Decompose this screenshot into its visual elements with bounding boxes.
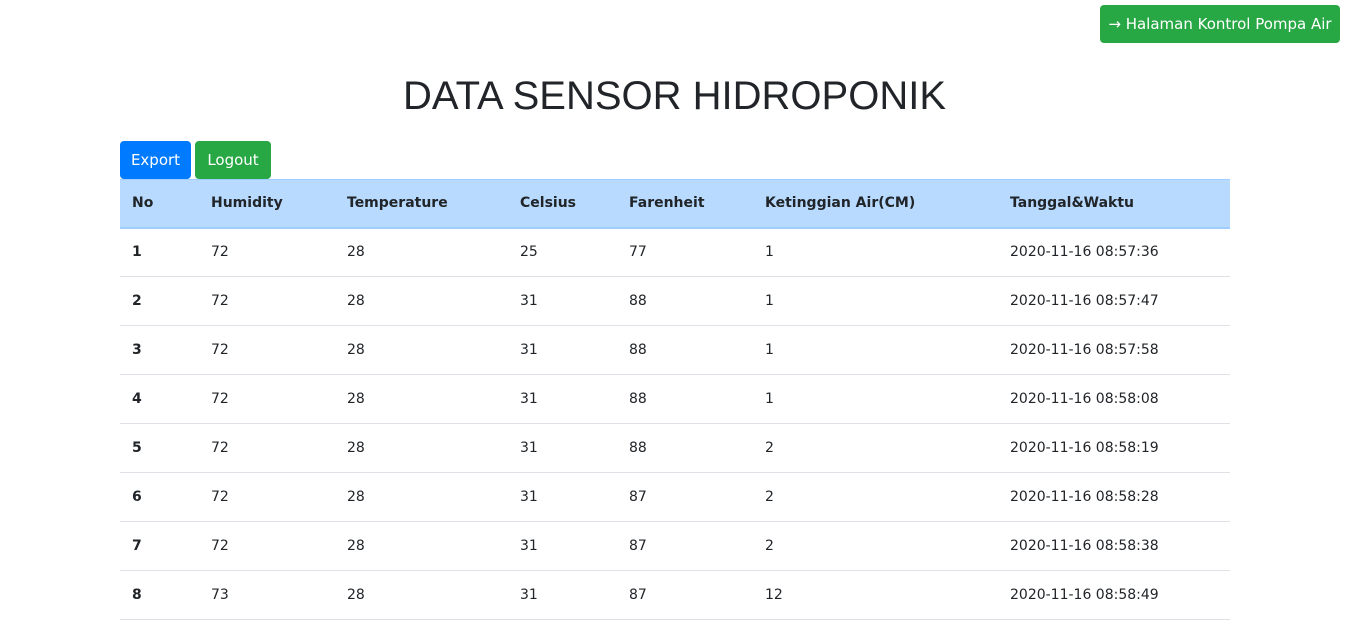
table-header-row: No Humidity Temperature Celsius Farenhei… bbox=[120, 179, 1230, 229]
cell-datetime: 2020-11-16 08:58:08 bbox=[998, 374, 1230, 424]
cell-farenheit: 88 bbox=[617, 325, 753, 375]
table-body: 1 72 28 25 77 1 2020-11-16 08:57:36 2 72… bbox=[120, 227, 1230, 620]
cell-humidity: 72 bbox=[199, 276, 335, 326]
table-row: 1 72 28 25 77 1 2020-11-16 08:57:36 bbox=[120, 227, 1230, 277]
table-row: 4 72 28 31 88 1 2020-11-16 08:58:08 bbox=[120, 374, 1230, 424]
cell-water-level: 2 bbox=[753, 423, 998, 473]
cell-temperature: 28 bbox=[335, 276, 508, 326]
cell-temperature: 28 bbox=[335, 423, 508, 473]
cell-humidity: 72 bbox=[199, 374, 335, 424]
cell-farenheit: 88 bbox=[617, 276, 753, 326]
cell-celsius: 31 bbox=[508, 276, 617, 326]
sensor-data-table: No Humidity Temperature Celsius Farenhei… bbox=[120, 179, 1230, 620]
cell-farenheit: 77 bbox=[617, 227, 753, 277]
cell-water-level: 2 bbox=[753, 521, 998, 571]
cell-water-level: 2 bbox=[753, 472, 998, 522]
cell-celsius: 31 bbox=[508, 325, 617, 375]
column-header-no: No bbox=[120, 179, 199, 229]
cell-farenheit: 88 bbox=[617, 374, 753, 424]
logout-button[interactable]: Logout bbox=[195, 141, 271, 179]
cell-celsius: 31 bbox=[508, 570, 617, 620]
page-title: DATA SENSOR HIDROPONIK bbox=[402, 74, 947, 118]
cell-no: 4 bbox=[120, 374, 199, 424]
cell-celsius: 31 bbox=[508, 374, 617, 424]
cell-datetime: 2020-11-16 08:58:38 bbox=[998, 521, 1230, 571]
cell-datetime: 2020-11-16 08:58:49 bbox=[998, 570, 1230, 620]
cell-celsius: 31 bbox=[508, 423, 617, 473]
cell-temperature: 28 bbox=[335, 472, 508, 522]
cell-no: 1 bbox=[120, 227, 199, 277]
cell-celsius: 31 bbox=[508, 472, 617, 522]
cell-humidity: 72 bbox=[199, 227, 335, 277]
column-header-farenheit: Farenheit bbox=[617, 179, 753, 229]
cell-farenheit: 88 bbox=[617, 423, 753, 473]
action-bar: Export Logout bbox=[120, 141, 271, 179]
cell-temperature: 28 bbox=[335, 227, 508, 277]
cell-temperature: 28 bbox=[335, 374, 508, 424]
column-header-datetime: Tanggal&Waktu bbox=[998, 179, 1230, 229]
pump-control-page-button[interactable]: → Halaman Kontrol Pompa Air bbox=[1100, 5, 1340, 43]
cell-no: 6 bbox=[120, 472, 199, 522]
cell-datetime: 2020-11-16 08:57:36 bbox=[998, 227, 1230, 277]
cell-water-level: 1 bbox=[753, 227, 998, 277]
cell-datetime: 2020-11-16 08:58:28 bbox=[998, 472, 1230, 522]
cell-temperature: 28 bbox=[335, 570, 508, 620]
table-row: 7 72 28 31 87 2 2020-11-16 08:58:38 bbox=[120, 521, 1230, 571]
column-header-humidity: Humidity bbox=[199, 179, 335, 229]
cell-no: 3 bbox=[120, 325, 199, 375]
table-header: No Humidity Temperature Celsius Farenhei… bbox=[120, 179, 1230, 229]
cell-farenheit: 87 bbox=[617, 570, 753, 620]
cell-no: 8 bbox=[120, 570, 199, 620]
cell-temperature: 28 bbox=[335, 521, 508, 571]
cell-farenheit: 87 bbox=[617, 472, 753, 522]
cell-water-level: 1 bbox=[753, 374, 998, 424]
table-row: 5 72 28 31 88 2 2020-11-16 08:58:19 bbox=[120, 423, 1230, 473]
table-row: 3 72 28 31 88 1 2020-11-16 08:57:58 bbox=[120, 325, 1230, 375]
cell-humidity: 72 bbox=[199, 472, 335, 522]
column-header-temperature: Temperature bbox=[335, 179, 508, 229]
cell-water-level: 1 bbox=[753, 276, 998, 326]
cell-datetime: 2020-11-16 08:57:58 bbox=[998, 325, 1230, 375]
cell-temperature: 28 bbox=[335, 325, 508, 375]
column-header-celsius: Celsius bbox=[508, 179, 617, 229]
export-button[interactable]: Export bbox=[120, 141, 191, 179]
table-row: 6 72 28 31 87 2 2020-11-16 08:58:28 bbox=[120, 472, 1230, 522]
cell-celsius: 31 bbox=[508, 521, 617, 571]
column-header-water-level: Ketinggian Air(CM) bbox=[753, 179, 998, 229]
cell-humidity: 73 bbox=[199, 570, 335, 620]
cell-no: 2 bbox=[120, 276, 199, 326]
cell-water-level: 12 bbox=[753, 570, 998, 620]
cell-farenheit: 87 bbox=[617, 521, 753, 571]
cell-datetime: 2020-11-16 08:58:19 bbox=[998, 423, 1230, 473]
table-row: 2 72 28 31 88 1 2020-11-16 08:57:47 bbox=[120, 276, 1230, 326]
cell-humidity: 72 bbox=[199, 423, 335, 473]
cell-humidity: 72 bbox=[199, 325, 335, 375]
table-row: 8 73 28 31 87 12 2020-11-16 08:58:49 bbox=[120, 570, 1230, 620]
cell-datetime: 2020-11-16 08:57:47 bbox=[998, 276, 1230, 326]
cell-no: 5 bbox=[120, 423, 199, 473]
cell-celsius: 25 bbox=[508, 227, 617, 277]
cell-water-level: 1 bbox=[753, 325, 998, 375]
cell-humidity: 72 bbox=[199, 521, 335, 571]
cell-no: 7 bbox=[120, 521, 199, 571]
